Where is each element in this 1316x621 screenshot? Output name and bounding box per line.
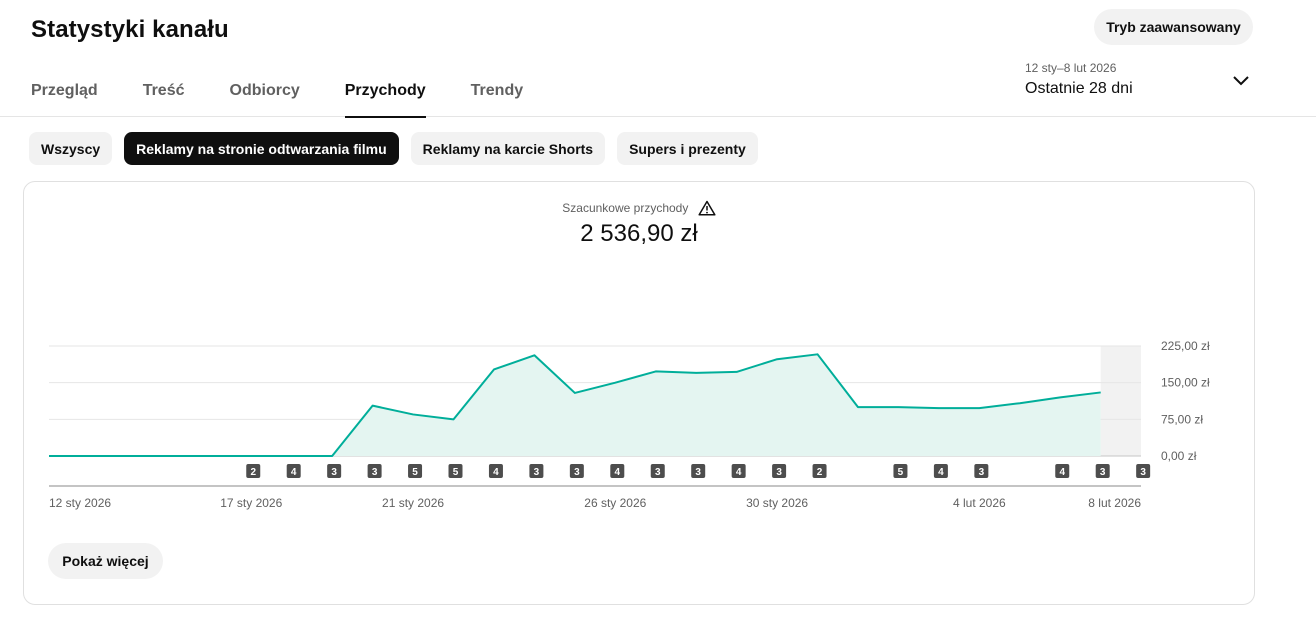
x-tick-label: 30 sty 2026 bbox=[746, 496, 808, 510]
upload-marker bbox=[933, 464, 948, 478]
upload-marker-count: 4 bbox=[493, 467, 499, 478]
upload-marker-count: 4 bbox=[291, 467, 297, 478]
upload-marker bbox=[772, 464, 787, 478]
upload-marker-count: 4 bbox=[615, 467, 621, 478]
x-tick-label: 21 sty 2026 bbox=[382, 496, 444, 510]
metric-label: Szacunkowe przychody bbox=[562, 201, 689, 215]
upload-marker bbox=[408, 464, 423, 478]
upload-marker bbox=[974, 464, 989, 478]
upload-marker bbox=[286, 464, 301, 478]
revenue-area bbox=[49, 354, 1101, 456]
tab-overview[interactable]: Przegląd bbox=[31, 82, 98, 99]
chip-supers-gifts[interactable]: Supers i prezenty bbox=[617, 132, 758, 165]
tab-revenue[interactable]: Przychody bbox=[344, 73, 426, 118]
x-tick-label: 26 sty 2026 bbox=[584, 496, 646, 510]
metric-header: Szacunkowe przychody bbox=[24, 200, 1254, 216]
upload-marker bbox=[529, 464, 544, 478]
date-range-picker[interactable]: 12 sty–8 lut 2026 Ostatnie 28 dni bbox=[1025, 61, 1255, 103]
y-tick-label: 150,00 zł bbox=[1161, 376, 1210, 390]
upload-marker bbox=[1055, 464, 1070, 478]
show-more-button[interactable]: Pokaż więcej bbox=[48, 543, 163, 579]
tab-content[interactable]: Treść bbox=[142, 82, 185, 99]
upload-marker bbox=[812, 464, 827, 478]
tab-trends[interactable]: Trendy bbox=[470, 82, 524, 99]
date-range-label: Ostatnie 28 dni bbox=[1025, 80, 1133, 97]
x-tick-label: 12 sty 2026 bbox=[49, 496, 111, 510]
incomplete-day-shade bbox=[1100, 346, 1141, 456]
upload-marker bbox=[1095, 464, 1110, 478]
upload-marker-count: 3 bbox=[1140, 467, 1146, 478]
upload-marker-count: 4 bbox=[736, 467, 742, 478]
upload-marker-count: 4 bbox=[938, 467, 944, 478]
metric-value: 2 536,90 zł bbox=[580, 220, 698, 247]
chip-shorts-feed-ads[interactable]: Reklamy na karcie Shorts bbox=[410, 132, 606, 165]
x-tick-label: 4 lut 2026 bbox=[953, 496, 1006, 510]
upload-marker-count: 3 bbox=[695, 467, 701, 478]
upload-marker bbox=[691, 464, 706, 478]
revenue-filter-chips: Wszyscy Reklamy na stronie odtwarzania f… bbox=[29, 132, 770, 165]
upload-marker-count: 5 bbox=[898, 467, 904, 478]
advanced-mode-button[interactable]: Tryb zaawansowany bbox=[1094, 9, 1253, 45]
upload-marker bbox=[650, 464, 665, 478]
upload-marker-count: 3 bbox=[776, 467, 782, 478]
upload-marker bbox=[731, 464, 746, 478]
revenue-chart: 225,00 zł 150,00 zł 75,00 zł 0,00 zł 2 4 3 3 5 5 4… bbox=[49, 339, 1210, 510]
upload-marker bbox=[246, 464, 261, 478]
upload-marker bbox=[610, 464, 625, 478]
revenue-line bbox=[49, 353, 1101, 457]
upload-marker-count: 3 bbox=[574, 467, 580, 478]
upload-marker-count: 2 bbox=[250, 467, 256, 478]
upload-marker-count: 3 bbox=[1100, 467, 1106, 478]
warning-icon[interactable] bbox=[698, 200, 716, 216]
upload-marker bbox=[327, 464, 342, 478]
x-tick-label: 17 sty 2026 bbox=[220, 496, 282, 510]
page-title: Statystyki kanału bbox=[31, 16, 229, 43]
chip-all[interactable]: Wszyscy bbox=[29, 132, 113, 165]
chevron-down-icon bbox=[1233, 76, 1249, 86]
y-tick-label: 225,00 zł bbox=[1161, 339, 1210, 353]
upload-marker bbox=[488, 464, 503, 478]
upload-marker bbox=[1136, 464, 1151, 478]
upload-marker-count: 5 bbox=[412, 467, 418, 478]
date-range-dates: 12 sty–8 lut 2026 bbox=[1025, 61, 1117, 75]
x-tick-label: 8 lut 2026 bbox=[1088, 496, 1141, 510]
upload-marker-count: 3 bbox=[979, 467, 985, 478]
upload-marker-count: 5 bbox=[453, 467, 459, 478]
upload-marker bbox=[569, 464, 584, 478]
y-tick-label: 75,00 zł bbox=[1161, 412, 1203, 426]
revenue-card: Szacunkowe przychody 2 536,90 zł 225,00 … bbox=[23, 181, 1255, 605]
upload-marker bbox=[893, 464, 908, 478]
upload-marker-count: 3 bbox=[534, 467, 540, 478]
upload-marker-count: 2 bbox=[817, 467, 823, 478]
upload-marker-count: 3 bbox=[372, 467, 378, 478]
upload-marker-count: 3 bbox=[331, 467, 337, 478]
y-tick-label: 0,00 zł bbox=[1161, 449, 1197, 463]
upload-marker bbox=[367, 464, 382, 478]
chip-watch-page-ads[interactable]: Reklamy na stronie odtwarzania filmu bbox=[124, 132, 399, 165]
upload-marker-count: 4 bbox=[1059, 467, 1065, 478]
upload-marker-count: 3 bbox=[655, 467, 661, 478]
upload-marker bbox=[448, 464, 463, 478]
tabs: Przegląd Treść Odbiorcy Przychody Trendy bbox=[31, 73, 568, 118]
header: Statystyki kanału Tryb zaawansowany Prze… bbox=[0, 0, 1316, 118]
tab-audience[interactable]: Odbiorcy bbox=[229, 82, 300, 99]
